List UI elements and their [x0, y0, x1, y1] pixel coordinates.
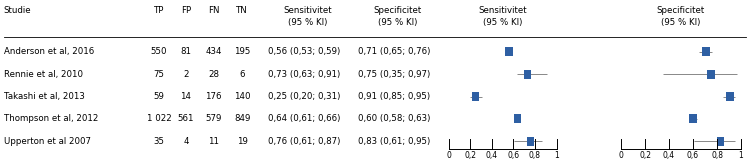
Text: 0,4: 0,4	[663, 151, 675, 161]
Text: 0,91 (0,85; 0,95): 0,91 (0,85; 0,95)	[358, 92, 430, 101]
FancyBboxPatch shape	[689, 114, 697, 123]
Text: 19: 19	[237, 137, 248, 146]
Text: 0,75 (0,35; 0,97): 0,75 (0,35; 0,97)	[358, 70, 430, 79]
Text: 550: 550	[151, 47, 167, 56]
Text: 1 022: 1 022	[147, 114, 171, 123]
Text: Takashi et al, 2013: Takashi et al, 2013	[4, 92, 85, 101]
Text: 0,6: 0,6	[507, 151, 519, 161]
Text: 0,6: 0,6	[687, 151, 699, 161]
Text: Sensitivitet
(95 % KI): Sensitivitet (95 % KI)	[284, 6, 332, 27]
FancyBboxPatch shape	[526, 137, 534, 146]
Text: 0: 0	[619, 151, 623, 161]
Text: 0,4: 0,4	[486, 151, 498, 161]
Text: Sensitivitet
(95 % KI): Sensitivitet (95 % KI)	[478, 6, 526, 27]
Text: TP: TP	[154, 6, 164, 16]
Text: 81: 81	[181, 47, 191, 56]
FancyBboxPatch shape	[703, 47, 710, 56]
Text: Specificitet
(95 % KI): Specificitet (95 % KI)	[657, 6, 705, 27]
Text: 0,76 (0,61; 0,87): 0,76 (0,61; 0,87)	[268, 137, 340, 146]
Text: 4: 4	[183, 137, 189, 146]
Text: 0,8: 0,8	[529, 151, 541, 161]
Text: 1: 1	[554, 151, 559, 161]
Text: 14: 14	[181, 92, 191, 101]
Text: 0,83 (0,61; 0,95): 0,83 (0,61; 0,95)	[358, 137, 430, 146]
Text: Thompson et al, 2012: Thompson et al, 2012	[4, 114, 98, 123]
Text: 11: 11	[209, 137, 219, 146]
FancyBboxPatch shape	[472, 92, 479, 101]
Text: 140: 140	[234, 92, 250, 101]
Text: 6: 6	[239, 70, 245, 79]
Text: 35: 35	[154, 137, 164, 146]
Text: 195: 195	[234, 47, 250, 56]
Text: 561: 561	[178, 114, 194, 123]
FancyBboxPatch shape	[717, 137, 724, 146]
Text: 75: 75	[154, 70, 164, 79]
Text: Anderson et al, 2016: Anderson et al, 2016	[4, 47, 94, 56]
Text: TN: TN	[236, 6, 248, 16]
Text: 0,56 (0,53; 0,59): 0,56 (0,53; 0,59)	[268, 47, 340, 56]
Text: 0,64 (0,61; 0,66): 0,64 (0,61; 0,66)	[268, 114, 340, 123]
Text: 0: 0	[446, 151, 451, 161]
Text: 0,25 (0,20; 0,31): 0,25 (0,20; 0,31)	[268, 92, 340, 101]
Text: 849: 849	[234, 114, 250, 123]
Text: 0,60 (0,58; 0,63): 0,60 (0,58; 0,63)	[358, 114, 430, 123]
Text: 0,2: 0,2	[639, 151, 651, 161]
FancyBboxPatch shape	[707, 70, 715, 79]
Text: 0,73 (0,63; 0,91): 0,73 (0,63; 0,91)	[268, 70, 340, 79]
Text: 0,8: 0,8	[711, 151, 723, 161]
Text: Specificitet
(95 % KI): Specificitet (95 % KI)	[374, 6, 422, 27]
Text: FN: FN	[208, 6, 220, 16]
Text: 0,71 (0,65; 0,76): 0,71 (0,65; 0,76)	[358, 47, 430, 56]
Text: 579: 579	[206, 114, 222, 123]
Text: Upperton et al 2007: Upperton et al 2007	[4, 137, 91, 146]
Text: 176: 176	[206, 92, 222, 101]
Text: 0,2: 0,2	[464, 151, 476, 161]
FancyBboxPatch shape	[506, 47, 513, 56]
Text: 434: 434	[206, 47, 222, 56]
Text: 1: 1	[739, 151, 743, 161]
Text: 2: 2	[183, 70, 189, 79]
Text: 59: 59	[154, 92, 164, 101]
Text: Rennie et al, 2010: Rennie et al, 2010	[4, 70, 82, 79]
FancyBboxPatch shape	[514, 114, 521, 123]
FancyBboxPatch shape	[524, 70, 531, 79]
Text: FP: FP	[181, 6, 191, 16]
FancyBboxPatch shape	[727, 92, 734, 101]
Text: Studie: Studie	[4, 6, 32, 16]
Text: 28: 28	[209, 70, 219, 79]
